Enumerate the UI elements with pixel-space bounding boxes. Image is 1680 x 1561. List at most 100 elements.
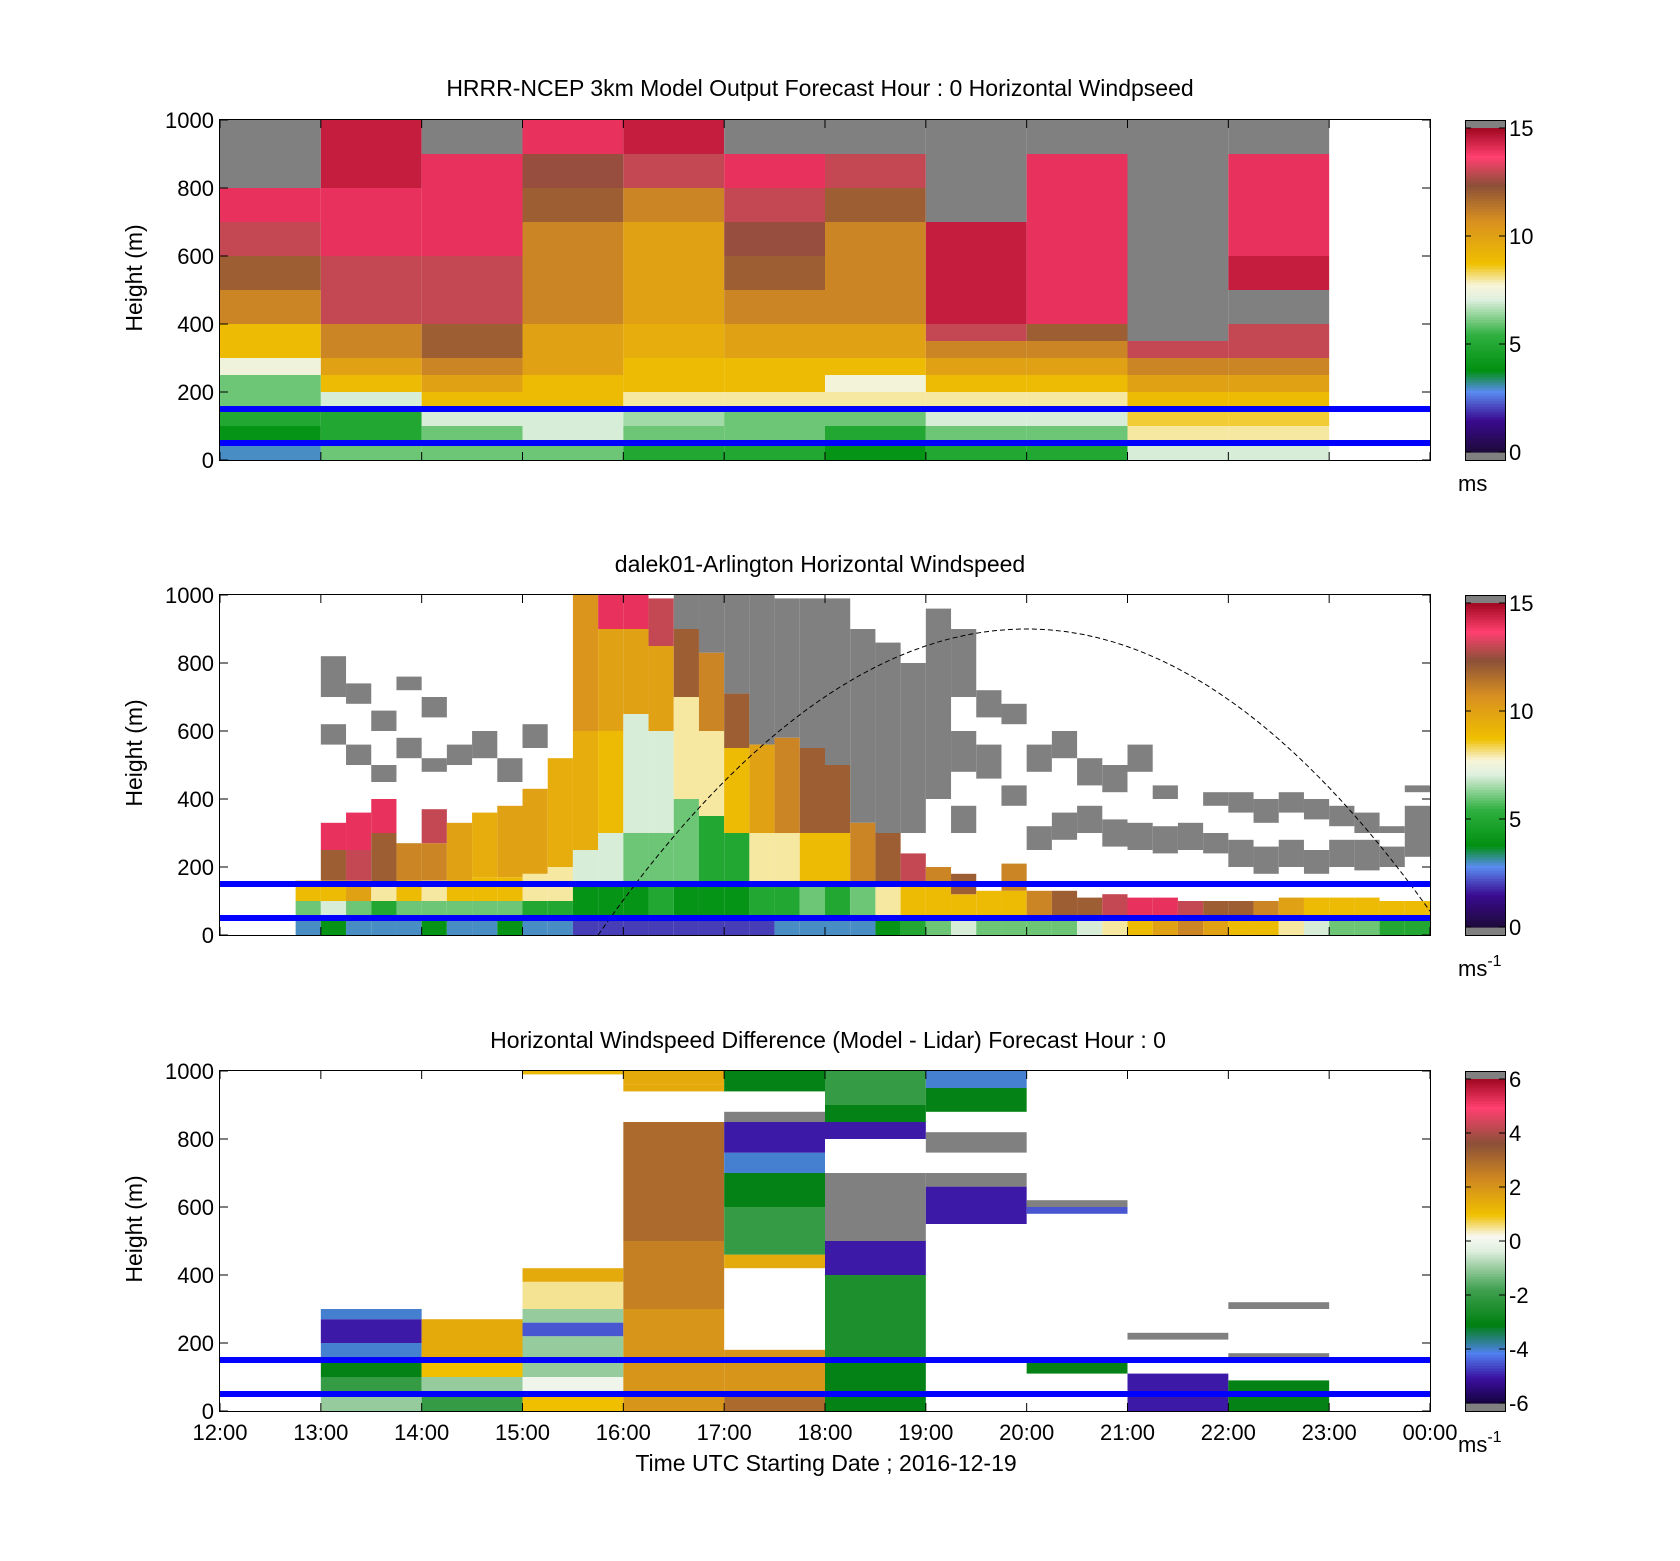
heatmap-cell — [598, 731, 624, 833]
heatmap-cell — [1177, 918, 1204, 935]
colorbar-band — [1465, 292, 1505, 296]
heatmap-cell — [522, 375, 624, 392]
heatmap-cell — [724, 748, 750, 833]
heatmap-cell — [925, 867, 952, 884]
heatmap-cell — [1228, 222, 1330, 256]
heatmap-cell — [724, 358, 825, 375]
colorbar-band — [1465, 187, 1505, 191]
colorbar-band — [1465, 1346, 1505, 1350]
heatmap-cell — [1026, 426, 1128, 443]
heatmap-cell — [1026, 443, 1128, 460]
colorbar-band — [1465, 414, 1505, 418]
y-tick-label: 0 — [202, 1399, 214, 1424]
gray-cell — [421, 697, 447, 718]
heatmap-cell — [1026, 290, 1128, 324]
heatmap-cell — [320, 822, 347, 850]
colorbar-band — [1465, 1214, 1505, 1218]
heatmap-cell — [925, 1132, 1027, 1153]
colorbar-band — [1465, 1381, 1505, 1385]
heatmap-cell — [220, 290, 321, 324]
colorbar-band — [1465, 659, 1505, 663]
colorbar-band — [1465, 1195, 1505, 1199]
colorbar-band — [1465, 678, 1505, 682]
colorbar-band — [1465, 441, 1505, 445]
heatmap-cell — [673, 918, 699, 935]
panel-3-title: Horizontal Windspeed Difference (Model -… — [490, 1027, 1166, 1053]
gray-cell — [1077, 805, 1103, 833]
heatmap-cell — [1228, 120, 1330, 154]
heatmap-cell — [295, 901, 321, 918]
heatmap-cell — [724, 693, 750, 748]
heatmap-cell — [925, 392, 1027, 409]
colorbar-band — [1465, 184, 1505, 188]
heatmap-cell — [925, 1173, 1027, 1187]
colorbar-band — [1465, 341, 1505, 345]
colorbar-band — [1465, 190, 1505, 194]
gray-cell — [976, 690, 1002, 718]
gray-cell — [320, 656, 347, 697]
heatmap-cell — [623, 426, 725, 443]
colorbar-band — [1465, 886, 1505, 890]
colorbar-band — [1465, 829, 1505, 834]
heatmap-cell — [976, 918, 1002, 935]
x-tick-label: 12:00 — [192, 1420, 247, 1445]
colorbar-band — [1465, 862, 1505, 866]
heatmap-cell — [1228, 409, 1330, 426]
colorbar-band — [1465, 335, 1505, 340]
colorbar-band — [1465, 327, 1505, 332]
colorbar-band — [1465, 1151, 1505, 1156]
colorbar-band — [1465, 425, 1505, 429]
heatmap-cell — [1026, 222, 1128, 256]
heatmap-cell — [724, 426, 825, 443]
colorbar-band — [1465, 279, 1505, 283]
gray-cell — [396, 676, 422, 691]
colorbar-band — [1465, 206, 1505, 210]
panel-3-reference-lines — [220, 1357, 1430, 1397]
colorbar-cap — [1465, 595, 1505, 603]
panel-1-ylabel: Height (m) — [121, 224, 147, 331]
colorbar-band — [1465, 808, 1505, 812]
colorbar-band — [1465, 702, 1505, 707]
heatmap-cell — [522, 1394, 624, 1411]
heatmap-cell — [598, 595, 624, 629]
gray-cell — [371, 765, 397, 782]
colorbar-band — [1465, 400, 1505, 404]
heatmap-cell — [1026, 375, 1128, 392]
colorbar-band — [1465, 778, 1505, 782]
colorbar-band — [1465, 775, 1505, 780]
heatmap-cell — [572, 918, 599, 935]
gray-cell — [1253, 799, 1279, 823]
heatmap-cell — [925, 918, 952, 935]
colorbar-band — [1465, 1354, 1505, 1358]
heatmap-cell — [446, 918, 473, 935]
colorbar-band — [1465, 281, 1505, 286]
colorbar-band — [1465, 1205, 1505, 1210]
heatmap-cell — [1228, 1302, 1330, 1309]
heatmap-cell — [623, 1173, 725, 1207]
gray-cell — [1051, 731, 1078, 759]
x-tick-label: 00:00 — [1402, 1420, 1457, 1445]
heatmap-cell — [1077, 897, 1103, 918]
colorbar-band — [1465, 1373, 1505, 1377]
heatmap-cell — [421, 1394, 523, 1411]
colorbar-band — [1465, 767, 1505, 771]
x-tick-label: 21:00 — [1100, 1420, 1155, 1445]
colorbar-band — [1465, 433, 1505, 437]
gray-cell — [1026, 744, 1052, 772]
heatmap-cell — [547, 901, 573, 918]
colorbar-band — [1465, 1119, 1505, 1123]
heatmap-cell — [623, 1207, 725, 1241]
heatmap-cell — [1127, 426, 1229, 443]
colorbar-band — [1465, 1292, 1505, 1296]
heatmap-cell — [320, 290, 422, 324]
colorbar-band — [1465, 314, 1505, 318]
heatmap-cell — [825, 120, 926, 154]
heatmap-cell — [825, 409, 926, 426]
colorbar-band — [1465, 705, 1505, 709]
colorbar-band — [1465, 835, 1505, 839]
heatmap-cell — [623, 120, 725, 154]
heatmap-cell — [925, 1088, 1027, 1112]
panel-1-y-ticks: 0 200 400 600 800 1000 — [165, 108, 1430, 473]
heatmap-cell — [396, 901, 422, 918]
colorbar-band — [1465, 1084, 1505, 1088]
